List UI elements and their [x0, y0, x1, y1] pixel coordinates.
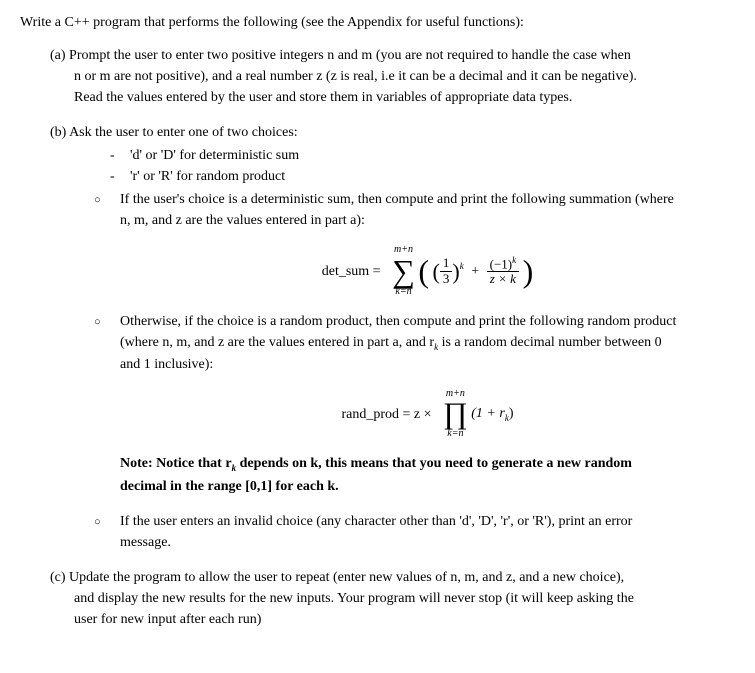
- part-c-line1: Update the program to allow the user to …: [69, 570, 624, 585]
- part-b: (b) Ask the user to enter one of two cho…: [20, 122, 735, 553]
- frac-neg-one: (−1)k z × k: [487, 256, 520, 287]
- sub3-line1: If the user enters an invalid choice (an…: [120, 514, 632, 529]
- sigma-icon: m+n ∑ k=n: [392, 245, 415, 297]
- sub2: Otherwise, if the choice is a random pro…: [94, 311, 735, 497]
- part-a-label: (a): [50, 48, 69, 63]
- part-a-line3: Read the values entered by the user and …: [50, 87, 735, 108]
- part-b-label: (b): [50, 125, 69, 140]
- sub3: If the user enters an invalid choice (an…: [94, 511, 735, 553]
- outer-paren: ( (13)k + (−1)k z × k ): [418, 255, 533, 288]
- pi-icon: m+n ∏ k=n: [443, 389, 468, 439]
- formula-rand-prod: rand_prod = z × m+n ∏ k=n (1 + rk): [120, 389, 735, 439]
- sigma-bottom: k=n: [392, 287, 415, 297]
- sub1-line1: If the user's choice is a deterministic …: [120, 192, 674, 207]
- formula-det-sum: det_sum = m+n ∑ k=n ( (13)k + (−1)k z × …: [120, 245, 735, 297]
- prod-term: (1 + rk): [471, 403, 513, 425]
- bullet-2: 'r' or 'R' for random product: [110, 166, 735, 187]
- bullet-list: 'd' or 'D' for deterministic sum 'r' or …: [50, 145, 735, 187]
- sub3-line2: message.: [120, 532, 735, 553]
- part-a-line1: Prompt the user to enter two positive in…: [69, 48, 631, 63]
- part-a-line2: n or m are not positive), and a real num…: [50, 66, 735, 87]
- det-sum-label: det_sum =: [322, 261, 381, 282]
- note: Note: Notice that rk depends on k, this …: [120, 453, 735, 496]
- part-c: (c) Update the program to allow the user…: [20, 567, 735, 630]
- pi-bottom: k=n: [443, 429, 468, 439]
- part-c-line2: and display the new results for the new …: [50, 588, 735, 609]
- exp-k: k: [460, 261, 464, 271]
- bullet-1: 'd' or 'D' for deterministic sum: [110, 145, 735, 166]
- circle-list: If the user's choice is a deterministic …: [50, 189, 735, 553]
- part-c-line3: user for new input after each run): [50, 609, 735, 630]
- sub2-line2: (where n, m, and z are the values entere…: [120, 332, 735, 354]
- sub2-line3: and 1 inclusive):: [120, 354, 735, 375]
- sub2-line1: Otherwise, if the choice is a random pro…: [120, 314, 676, 329]
- sub1-line2: n, m, and z are the values entered in pa…: [120, 210, 735, 231]
- sub1: If the user's choice is a deterministic …: [94, 189, 735, 297]
- frac-one-third: 13: [440, 256, 453, 286]
- rand-prod-label: rand_prod = z ×: [342, 404, 432, 425]
- intro-text: Write a C++ program that performs the fo…: [20, 12, 735, 33]
- part-a: (a) Prompt the user to enter two positiv…: [20, 45, 735, 108]
- part-c-label: (c): [50, 570, 69, 585]
- part-b-intro: Ask the user to enter one of two choices…: [69, 125, 298, 140]
